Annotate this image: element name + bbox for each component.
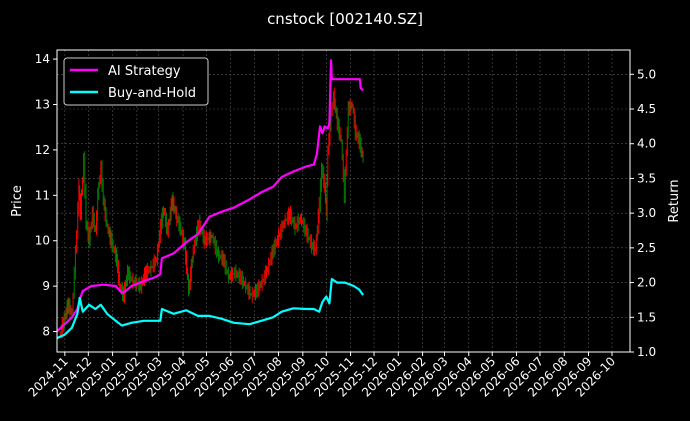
series-line-buy-and-hold (56, 278, 365, 340)
y-right-tick-label: 2.0 (637, 276, 656, 290)
y-left-tick-label: 11 (35, 188, 50, 202)
y-axis-right-label: Return (667, 179, 682, 222)
y-left-tick-label: 8 (42, 325, 50, 339)
x-axis: 2024-112024-122025-012025-022025-032025-… (26, 352, 618, 400)
y-right-tick-label: 4.0 (637, 137, 656, 151)
y-right-tick-label: 5.0 (637, 67, 656, 81)
y-left-tick-label: 10 (35, 234, 50, 248)
y-right-tick-label: 3.0 (637, 206, 656, 220)
legend-label-buy-and-hold: Buy-and-Hold (108, 86, 196, 101)
y-left-tick-label: 13 (35, 97, 50, 111)
y-axis-right: 1.0 1.5 2.0 2.5 3.0 3.5 4.0 4.5 5.0 (630, 67, 656, 359)
y-right-tick-label: 2.5 (637, 241, 656, 255)
y-left-tick-label: 9 (42, 279, 50, 293)
y-right-tick-label: 3.5 (637, 171, 656, 185)
legend-box (63, 57, 209, 106)
y-axis-left-label: Price (10, 185, 25, 217)
legend: AI Strategy Buy-and-Hold (63, 57, 209, 106)
y-right-tick-label: 4.5 (637, 102, 656, 116)
series-lines (56, 59, 365, 340)
legend-label-ai-strategy: AI Strategy (108, 64, 181, 79)
y-axis-left: 8 9 10 11 12 13 14 (35, 52, 57, 339)
series-line-ai-strategy (56, 59, 364, 333)
plot-frame (56, 49, 631, 353)
y-left-tick-label: 14 (35, 52, 50, 66)
price-candles (59, 87, 364, 338)
chart-title: cnstock [002140.SZ] (267, 10, 423, 28)
y-right-tick-label: 1.0 (637, 345, 656, 359)
y-left-tick-label: 12 (35, 143, 50, 157)
y-right-tick-label: 1.5 (637, 310, 656, 324)
